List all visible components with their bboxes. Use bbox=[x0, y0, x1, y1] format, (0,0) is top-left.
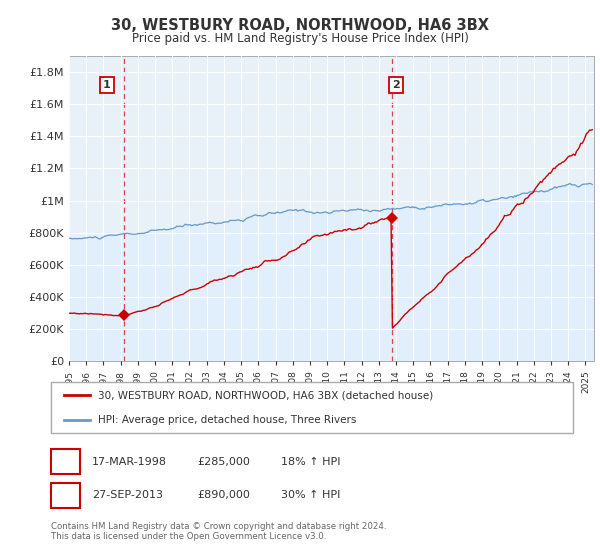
Text: 30, WESTBURY ROAD, NORTHWOOD, HA6 3BX: 30, WESTBURY ROAD, NORTHWOOD, HA6 3BX bbox=[111, 18, 489, 33]
Text: 2: 2 bbox=[61, 489, 70, 502]
Text: 30% ↑ HPI: 30% ↑ HPI bbox=[281, 490, 340, 500]
Text: Contains HM Land Registry data © Crown copyright and database right 2024.
This d: Contains HM Land Registry data © Crown c… bbox=[51, 522, 386, 542]
Text: 1: 1 bbox=[103, 80, 111, 90]
Text: 18% ↑ HPI: 18% ↑ HPI bbox=[281, 456, 340, 466]
Text: Price paid vs. HM Land Registry's House Price Index (HPI): Price paid vs. HM Land Registry's House … bbox=[131, 32, 469, 45]
Text: 1: 1 bbox=[61, 455, 70, 468]
Text: 30, WESTBURY ROAD, NORTHWOOD, HA6 3BX (detached house): 30, WESTBURY ROAD, NORTHWOOD, HA6 3BX (d… bbox=[98, 390, 433, 400]
Text: £890,000: £890,000 bbox=[197, 490, 250, 500]
Text: 2: 2 bbox=[392, 80, 400, 90]
Text: £285,000: £285,000 bbox=[197, 456, 250, 466]
Text: 27-SEP-2013: 27-SEP-2013 bbox=[92, 490, 163, 500]
Text: HPI: Average price, detached house, Three Rivers: HPI: Average price, detached house, Thre… bbox=[98, 414, 356, 424]
Text: 17-MAR-1998: 17-MAR-1998 bbox=[92, 456, 167, 466]
FancyBboxPatch shape bbox=[51, 382, 574, 433]
